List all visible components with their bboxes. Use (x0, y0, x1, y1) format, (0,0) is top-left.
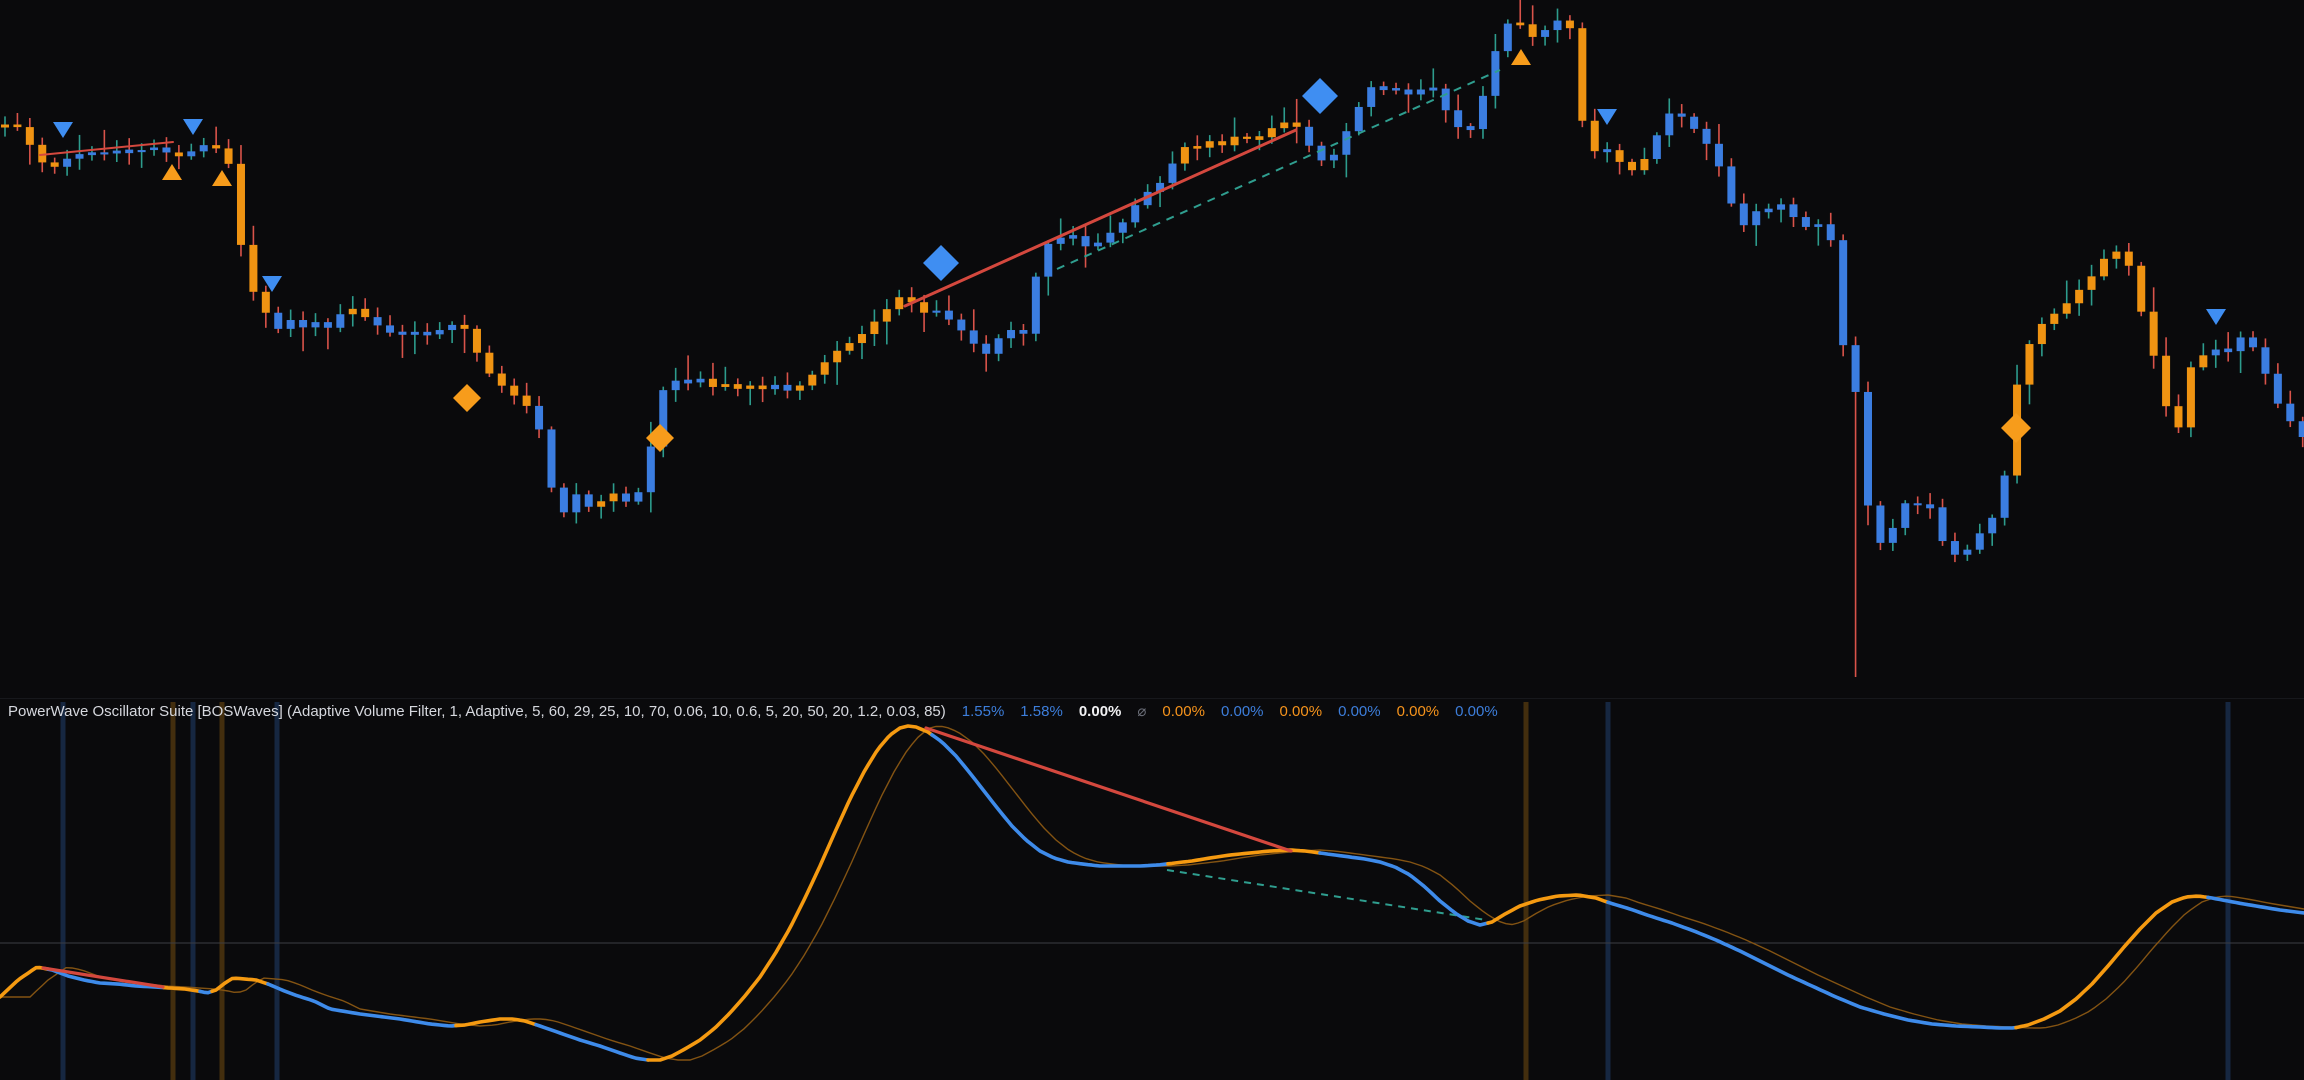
trend-line (903, 128, 1298, 308)
signal-triangle-marker (162, 164, 182, 180)
signal-triangle-marker (212, 170, 232, 186)
indicator-header: PowerWave Oscillator Suite [BOSWaves] (A… (8, 701, 1498, 723)
indicator-value: ⌀ (1137, 703, 1147, 720)
indicator-title[interactable]: PowerWave Oscillator Suite [BOSWaves] (A… (8, 703, 946, 720)
indicator-value: 1.58% (1020, 703, 1063, 720)
signal-triangle-marker (1597, 109, 1617, 125)
signal-diamond-marker (1302, 78, 1338, 114)
oscillator-main-line (1318, 851, 1490, 927)
oscillator-main-line (454, 1017, 538, 1028)
oscillator-main-line (198, 989, 214, 995)
indicator-value: 0.00% (1455, 703, 1498, 720)
oscillator-main-line (2014, 894, 2210, 1030)
highlight-band (60, 702, 66, 1080)
signal-triangle-marker (183, 119, 203, 135)
highlight-band (1605, 702, 1611, 1080)
indicator-value: 0.00% (1338, 703, 1381, 720)
highlight-band (1523, 702, 1529, 1080)
signal-diamond-marker (646, 424, 674, 452)
pane-separator[interactable] (0, 698, 2304, 699)
oscillator-main-line (162, 985, 202, 994)
oscillator-main-line (266, 982, 458, 1028)
indicator-values: 1.55% 1.58% 0.00% ⌀ 0.00% 0.00% 0.00% 0.00% 0.00… (962, 701, 1498, 723)
price-pane-canvas[interactable] (0, 0, 2304, 698)
oscillator-dashed-line (1166, 869, 1487, 921)
signal-triangle-marker (53, 122, 73, 138)
oscillator-trend-line (924, 726, 1293, 853)
indicator-value: 0.00% (1078, 703, 1122, 720)
signal-diamond-marker (453, 384, 481, 412)
indicator-value: 0.00% (1279, 703, 1323, 720)
signal-diamond-marker (2001, 413, 2031, 443)
indicator-value: 0.00% (1396, 703, 1440, 720)
indicator-value: 0.00% (1162, 703, 1205, 720)
highlight-band (170, 702, 176, 1080)
oscillator-main-line (0, 965, 50, 999)
indicator-value: 1.55% (961, 703, 1005, 720)
signal-triangle-marker (1511, 49, 1531, 65)
highlight-band (219, 702, 225, 1080)
divergence-dashed-line (1056, 69, 1501, 270)
indicator-value: 0.00% (1220, 703, 1264, 720)
oscillator-main-line (46, 967, 166, 990)
oscillator-main-line (1166, 848, 1322, 866)
oscillator-main-line (210, 976, 270, 994)
candles (1, 0, 2304, 677)
signal-triangle-marker (2206, 309, 2226, 325)
oscillator-main-line (646, 724, 934, 1062)
oscillator-main-line (930, 733, 1170, 868)
oscillator-main-line (1486, 893, 1610, 925)
signal-diamond-marker (923, 245, 959, 281)
highlight-band (2225, 702, 2231, 1080)
trend-line (39, 141, 174, 156)
highlight-band (274, 702, 280, 1080)
highlight-band (190, 702, 196, 1080)
oscillator-trend-line (41, 966, 165, 989)
oscillator-main-line (534, 1022, 650, 1062)
oscillator-main-line (2206, 895, 2304, 915)
oscillator-main-line (1606, 900, 2018, 1030)
signal-triangle-marker (262, 276, 282, 292)
